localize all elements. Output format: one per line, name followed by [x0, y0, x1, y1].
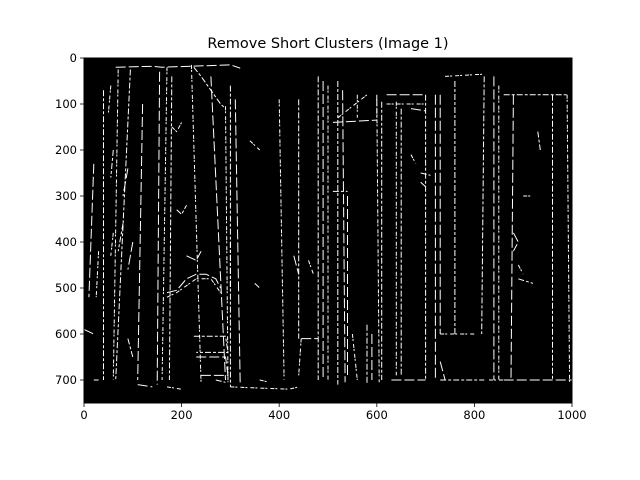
edge-segment: [122, 168, 129, 197]
edge-segment: [161, 67, 168, 381]
edge-segment: [166, 386, 182, 390]
edge-segment: [88, 163, 95, 298]
edge-segment: [112, 69, 119, 381]
edge-segment: [234, 99, 241, 385]
edge-segment: [171, 122, 183, 133]
axes-frame: [83, 57, 573, 404]
edge-segment: [517, 264, 524, 275]
edge-segment: [254, 283, 261, 289]
x-tick-label: 1000: [557, 408, 586, 422]
edge-segment: [225, 106, 229, 383]
y-tick-label: 300: [55, 189, 77, 203]
y-axis: 0 100 200 300 400 500 600 700: [55, 51, 84, 387]
edge-segment: [166, 278, 222, 298]
edge-segment: [278, 99, 285, 381]
image-background: [84, 58, 572, 403]
edge-segment: [127, 338, 134, 358]
edge-segment: [127, 241, 134, 270]
edge-segment: [249, 140, 261, 151]
edge-segment: [193, 335, 229, 353]
y-tick-label: 500: [55, 281, 77, 295]
edge-segment: [518, 278, 534, 284]
edge-segment: [481, 76, 485, 335]
x-tick-label: 600: [366, 408, 388, 422]
edge-segment: [107, 85, 112, 114]
edge-segment: [512, 232, 519, 252]
y-tick-label: 400: [55, 235, 77, 249]
edge-segment: [293, 255, 300, 275]
edge-segment: [537, 131, 541, 151]
y-tick-label: 100: [55, 97, 77, 111]
x-tick-label: 800: [463, 408, 485, 422]
edge-segment: [337, 94, 368, 119]
edge-segment: [298, 338, 302, 376]
x-tick-label: 400: [268, 408, 290, 422]
edge-segment: [445, 73, 485, 77]
edge-segment: [193, 66, 226, 109]
edge-segment: [420, 172, 431, 176]
edge-segment: [420, 181, 426, 188]
edge-segment: [332, 119, 377, 123]
plot-area: [83, 57, 573, 404]
edge-segment: [510, 94, 514, 381]
edge-segment: [176, 204, 187, 216]
edge-segment: [308, 260, 314, 275]
edge-segment: [168, 76, 173, 381]
edge-segment: [137, 103, 144, 381]
edge-segment: [410, 154, 417, 165]
y-tick-label: 600: [55, 327, 77, 341]
edge-segment: [210, 76, 226, 381]
edge-segment: [230, 386, 299, 390]
edge-segment: [439, 361, 446, 381]
x-tick-label: 0: [80, 408, 87, 422]
edge-segment: [117, 223, 124, 252]
y-tick-label: 200: [55, 143, 77, 157]
y-tick-label: 700: [55, 373, 77, 387]
edge-segment: [259, 379, 270, 383]
edge-segment: [156, 71, 161, 385]
x-axis: 0 200 400 600 800 1000: [80, 403, 587, 422]
edge-segment: [186, 250, 202, 262]
y-tick-label: 0: [70, 51, 77, 65]
edge-segment: [376, 99, 380, 383]
edge-segment: [110, 149, 114, 178]
edge-segment: [110, 232, 114, 256]
edge-segment: [83, 328, 95, 335]
edge-segment: [342, 90, 346, 383]
edge-segment: [196, 356, 229, 376]
edge-segment: [190, 64, 202, 385]
edge-map: [83, 62, 572, 397]
edge-segment: [115, 64, 241, 69]
edge-segment: [351, 333, 358, 381]
edge-segment: [566, 94, 571, 385]
edge-segment: [137, 384, 153, 388]
edge-segment: [215, 379, 226, 383]
edge-segment: [410, 108, 426, 112]
edge-segment: [166, 273, 222, 294]
x-tick-label: 200: [171, 408, 193, 422]
edge-segment: [95, 251, 100, 298]
chart-title: Remove Short Clusters (Image 1): [207, 36, 448, 52]
